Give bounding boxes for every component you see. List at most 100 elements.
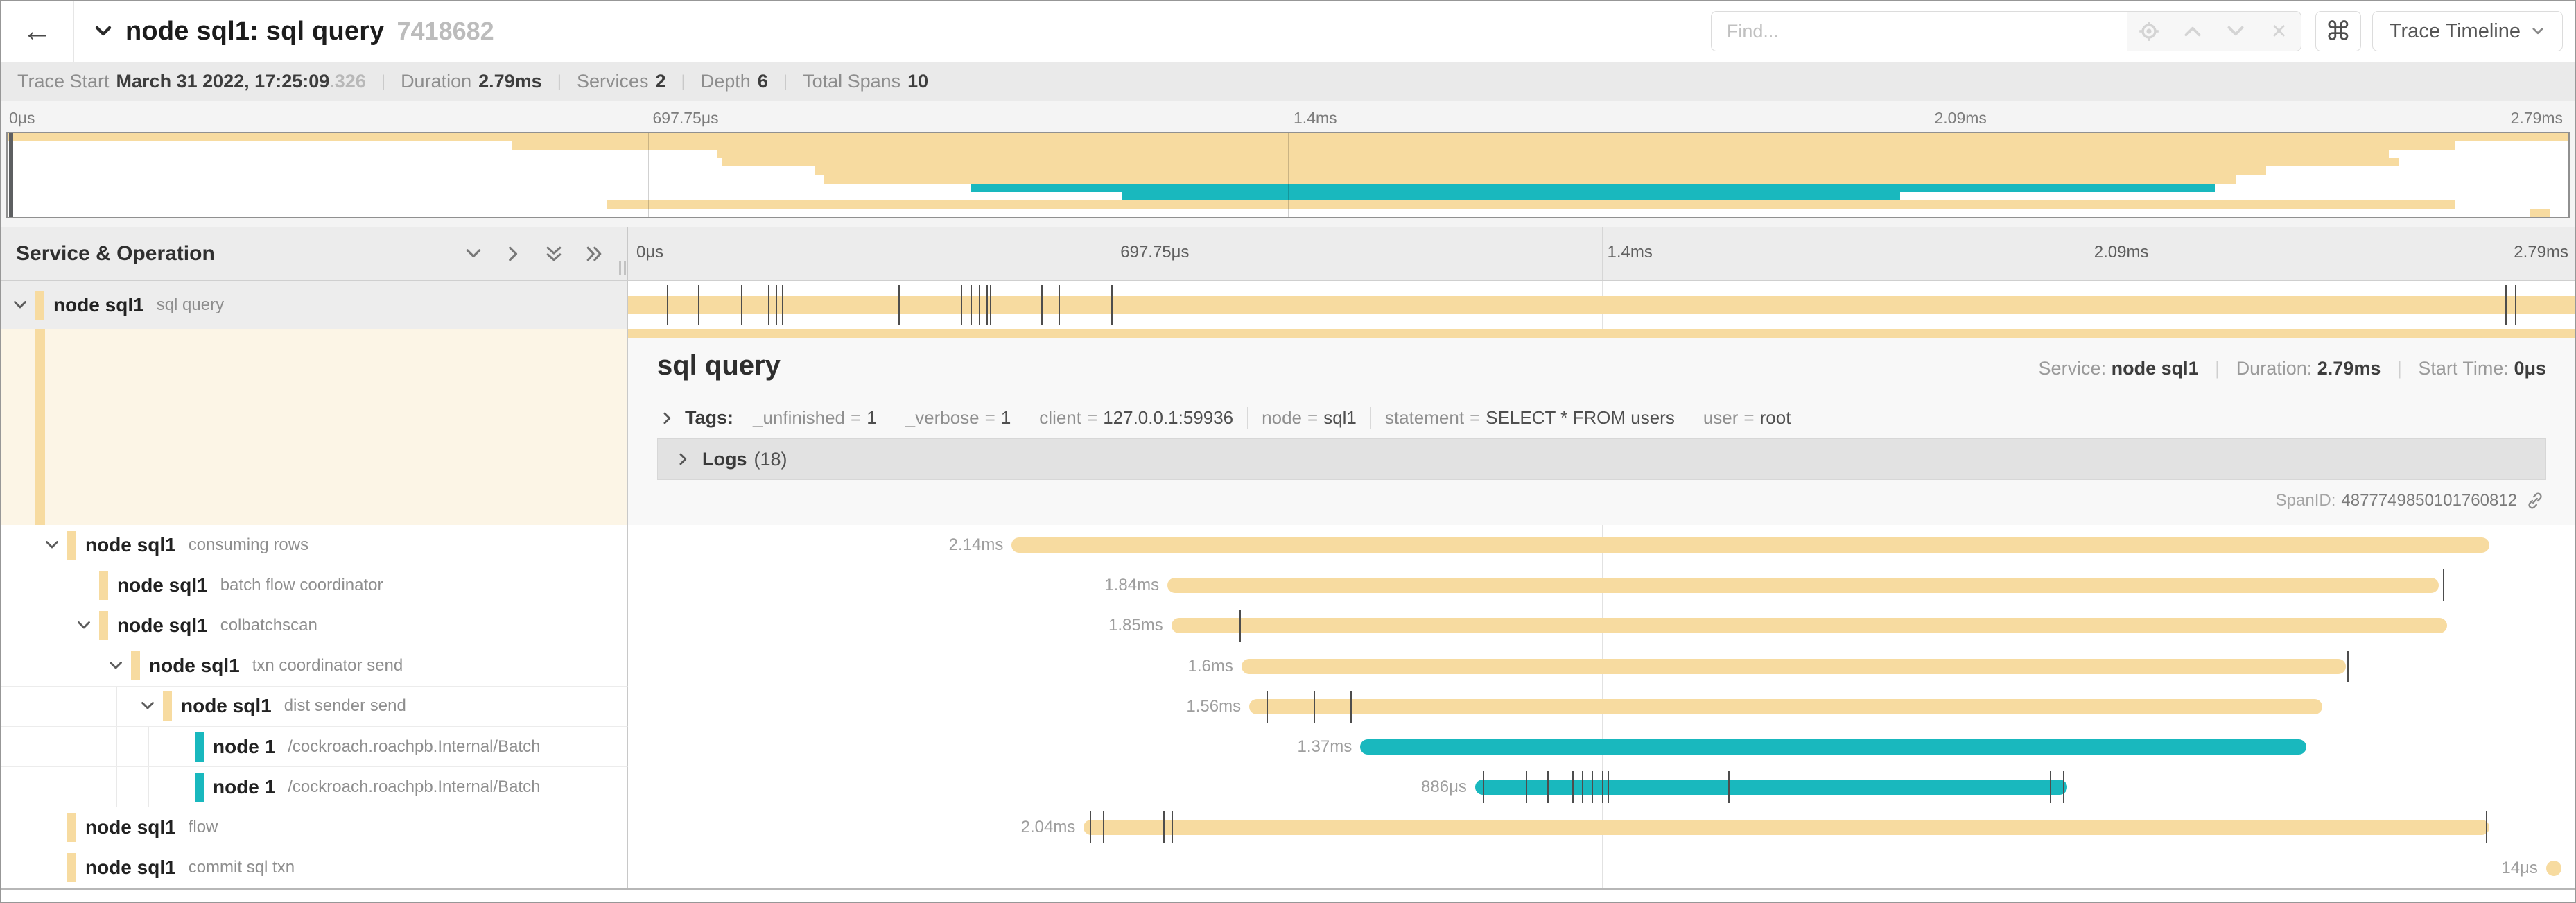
span-row[interactable]: node sql1 consuming rows 2.14ms	[1, 525, 2575, 566]
span-row[interactable]: node sql1 batch flow coordinator 1.84ms	[1, 565, 2575, 606]
chevron-right-icon[interactable]	[504, 244, 523, 264]
span-bar-cell[interactable]: 1.56ms	[628, 687, 2575, 727]
span-bar-cell[interactable]: 2.14ms	[628, 525, 2575, 565]
span-bar[interactable]	[628, 296, 2575, 314]
span-bar-cell[interactable]: 14μs	[628, 848, 2575, 888]
clear-search-icon[interactable]: ×	[2271, 17, 2287, 46]
tag-item[interactable]: user = root	[1689, 407, 1805, 429]
span-row[interactable]: node sql1 dist sender send 1.56ms	[1, 686, 2575, 727]
chevron-down-icon[interactable]	[12, 297, 28, 313]
tree-cell[interactable]: node sql1 txn coordinator send	[1, 646, 628, 687]
chevron-down-icon[interactable]	[107, 657, 124, 674]
span-row[interactable]: node sql1 sql query	[1, 281, 2575, 329]
span-bar-cell[interactable]: 1.85ms	[628, 605, 2575, 646]
tree-cell[interactable]: node sql1 sql query	[1, 281, 628, 329]
tree-cell[interactable]: node sql1 flow	[1, 807, 628, 848]
span-bar[interactable]	[1241, 658, 2346, 674]
span-bar-cell[interactable]: 1.37ms	[628, 727, 2575, 767]
link-icon[interactable]	[2525, 491, 2545, 510]
chevron-down-icon[interactable]	[92, 20, 114, 42]
span-color-stripe	[35, 290, 44, 320]
operation-name: /cockroach.roachpb.Internal/Batch	[288, 777, 541, 796]
tag-key: user	[1703, 407, 1739, 428]
column-resizer[interactable]	[619, 261, 626, 275]
double-chevron-down-icon[interactable]	[544, 244, 564, 264]
tree-cell[interactable]: node sql1 commit sql txn	[1, 848, 628, 888]
span-bar-cell[interactable]	[628, 281, 2575, 329]
span-bar[interactable]	[1474, 780, 2067, 796]
span-log-tick	[1525, 771, 1527, 804]
range-start-handle[interactable]	[9, 133, 13, 217]
span-id-row: SpanID: 4877749850101760812	[657, 491, 2546, 510]
span-color-stripe	[131, 651, 140, 681]
span-duration-label: 886μs	[1421, 777, 1467, 797]
chevron-down-icon[interactable]	[44, 537, 60, 553]
span-detail-panel: sql query Service: node sql1 | Duration:…	[628, 329, 2575, 525]
span-bar-cell[interactable]: 2.04ms	[628, 807, 2575, 848]
span-bar[interactable]	[1360, 739, 2307, 755]
tags-accordion[interactable]: Tags: _unfinished = 1 _verbose = 1 client = 127.…	[657, 393, 2546, 438]
duration-label: Duration	[401, 71, 472, 92]
span-bar[interactable]	[1084, 820, 2490, 836]
span-bar[interactable]	[2545, 860, 2562, 876]
meta-separator: |	[381, 71, 386, 91]
span-row[interactable]: node 1/cockroach.roachpb.Internal/Batch 1…	[1, 726, 2575, 768]
span-bar-cell[interactable]: 886μs	[628, 767, 2575, 807]
tag-item[interactable]: _verbose = 1	[891, 407, 1026, 429]
span-row[interactable]: node 1/cockroach.roachpb.Internal/Batch 8…	[1, 767, 2575, 808]
span-row[interactable]: node sql1 commit sql txn 14μs	[1, 848, 2575, 888]
tag-value: 127.0.0.1:59936	[1103, 407, 1234, 428]
span-row[interactable]: node sql1 flow 2.04ms	[1, 807, 2575, 848]
span-log-tick	[2049, 771, 2051, 804]
tag-key: node	[1262, 407, 1302, 428]
trace-id: 7418682	[397, 17, 494, 45]
trace-title-group[interactable]: node sql1: sql query 7418682	[92, 17, 494, 46]
gridline	[647, 133, 649, 217]
span-log-tick	[1607, 771, 1609, 804]
chevron-down-icon[interactable]	[139, 698, 156, 714]
trace-waterfall: node sql1 sql query sql query Service: no…	[1, 281, 2575, 888]
tag-item[interactable]: client = 127.0.0.1:59936	[1025, 407, 1248, 429]
span-bar[interactable]	[1167, 578, 2439, 594]
tree-cell[interactable]: node sql1 colbatchscan	[1, 605, 628, 646]
view-selector-button[interactable]: Trace Timeline	[2372, 11, 2563, 51]
chevron-right-icon	[660, 411, 675, 426]
minimap-span-bar	[824, 175, 2236, 184]
span-bar[interactable]	[1249, 698, 2322, 714]
match-case-icon[interactable]	[2134, 16, 2164, 46]
tag-equals: =	[1743, 407, 1755, 428]
tree-cell[interactable]: node sql1 consuming rows	[1, 525, 628, 566]
total-spans-label: Total Spans	[803, 71, 901, 92]
tree-cell[interactable]: node sql1 batch flow coordinator	[1, 565, 628, 606]
span-bar[interactable]	[1011, 538, 2490, 553]
double-chevron-right-icon[interactable]	[584, 244, 604, 264]
tag-item[interactable]: node = sql1	[1248, 407, 1371, 429]
span-bar-cell[interactable]: 1.84ms	[628, 565, 2575, 605]
span-row[interactable]: node sql1 txn coordinator send 1.6ms	[1, 646, 2575, 687]
timeline-tick-label: 1.4ms	[1607, 243, 1653, 261]
prev-result-icon[interactable]	[2177, 16, 2208, 46]
top-bar: ← node sql1: sql query 7418682	[1, 1, 2575, 62]
chevron-down-icon[interactable]	[76, 617, 92, 634]
logs-accordion[interactable]: Logs (18)	[657, 438, 2546, 480]
span-log-tick	[2347, 650, 2349, 682]
span-bar[interactable]	[1171, 618, 2447, 634]
chevron-down-icon[interactable]	[464, 244, 483, 264]
tree-cell[interactable]: node 1/cockroach.roachpb.Internal/Batch	[1, 726, 628, 768]
minimap-canvas[interactable]	[6, 132, 2570, 218]
tree-cell[interactable]: node sql1 dist sender send	[1, 686, 628, 727]
next-result-icon[interactable]	[2220, 16, 2251, 46]
span-bar-cell[interactable]: 1.6ms	[628, 646, 2575, 687]
back-button[interactable]: ←	[1, 1, 74, 62]
operation-name: sql query	[156, 295, 225, 314]
chevron-right-icon	[676, 452, 691, 467]
tag-item[interactable]: statement = SELECT * FROM users	[1371, 407, 1689, 429]
meta-separator: |	[681, 71, 686, 91]
tag-item[interactable]: _unfinished = 1	[739, 407, 891, 429]
find-input[interactable]	[1710, 11, 2127, 51]
keyboard-shortcuts-button[interactable]: ⌘	[2315, 11, 2361, 51]
span-row[interactable]: node sql1 colbatchscan 1.85ms	[1, 605, 2575, 646]
tree-cell[interactable]: node 1/cockroach.roachpb.Internal/Batch	[1, 767, 628, 808]
span-duration-label: 2.14ms	[948, 535, 1004, 555]
